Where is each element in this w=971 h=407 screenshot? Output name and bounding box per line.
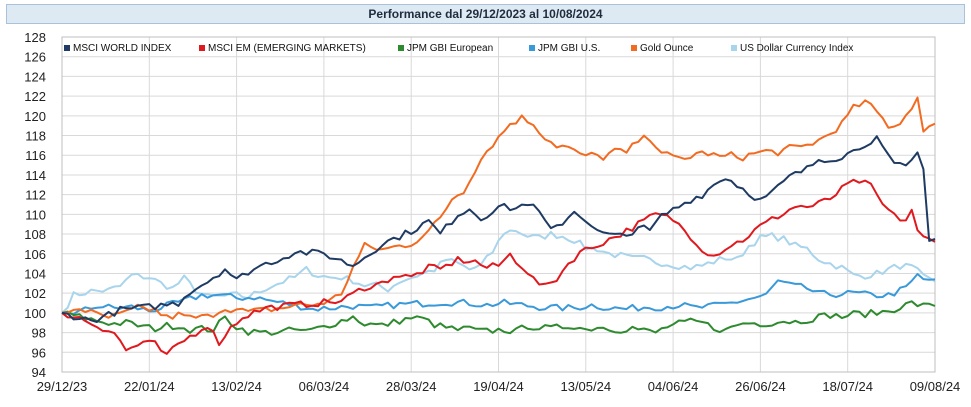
series-line-3	[61, 273, 936, 315]
legend-swatch	[731, 45, 737, 51]
x-tick-label: 19/04/24	[473, 379, 524, 394]
y-tick-label: 128	[24, 30, 46, 45]
y-tick-label: 96	[32, 345, 46, 360]
y-tick-label: 112	[25, 188, 46, 203]
chart-title: Performance dal 29/12/2023 al 10/08/2024	[6, 4, 965, 24]
legend-label: JPM GBI European	[407, 43, 493, 54]
series-line-0	[61, 135, 936, 323]
x-tick-label: 09/08/24	[910, 379, 961, 394]
y-tick-label: 100	[24, 306, 46, 321]
x-tick-label: 26/06/24	[735, 379, 786, 394]
legend-label: US Dollar Currency Index	[740, 43, 853, 54]
x-tick-label: 29/12/23	[37, 379, 88, 394]
y-tick-label: 114	[25, 168, 46, 183]
chart-legend: MSCI WORLD INDEX MSCI EM (EMERGING MARKET…	[64, 43, 853, 54]
legend-swatch	[631, 45, 637, 51]
x-tick-label: 28/03/24	[386, 379, 437, 394]
y-tick-label: 122	[24, 89, 46, 104]
chart-series	[61, 96, 936, 355]
series-line-1	[61, 178, 936, 355]
y-tick-label: 126	[24, 50, 46, 65]
y-tick-label: 108	[24, 227, 46, 242]
legend-label: MSCI EM (EMERGING MARKETS)	[208, 43, 366, 54]
y-tick-label: 110	[25, 207, 46, 222]
y-tick-label: 120	[24, 109, 46, 124]
legend-label: JPM GBI U.S.	[538, 43, 600, 54]
legend-swatch	[529, 45, 535, 51]
legend-swatch	[398, 45, 404, 51]
legend-label: Gold Ounce	[640, 43, 694, 54]
x-tick-label: 13/02/24	[211, 379, 262, 394]
series-line-2	[61, 300, 936, 336]
chart-grid	[61, 36, 936, 373]
chart-axes: 94 96 98 100 102 104 106 108 110 112 114 116 118 120 1…	[24, 30, 960, 394]
x-tick-label: 22/01/24	[124, 379, 175, 394]
x-tick-label: 18/07/24	[822, 379, 873, 394]
y-tick-label: 98	[32, 326, 46, 341]
y-tick-label: 124	[24, 69, 46, 84]
y-tick-label: 94	[32, 365, 46, 380]
x-tick-label: 13/05/24	[560, 379, 611, 394]
series-line-4	[61, 96, 936, 320]
series-line-5	[61, 229, 936, 314]
plot-area-border	[61, 36, 936, 373]
y-tick-label: 106	[24, 247, 46, 262]
legend-swatch	[64, 45, 70, 51]
y-tick-label: 104	[24, 266, 46, 281]
legend-label: MSCI WORLD INDEX	[73, 43, 172, 54]
y-tick-label: 118	[25, 129, 46, 144]
y-tick-label: 102	[24, 286, 46, 301]
y-tick-label: 116	[25, 148, 46, 163]
x-tick-label: 06/03/24	[299, 379, 350, 394]
legend-swatch	[199, 45, 205, 51]
x-tick-label: 04/06/24	[648, 379, 699, 394]
